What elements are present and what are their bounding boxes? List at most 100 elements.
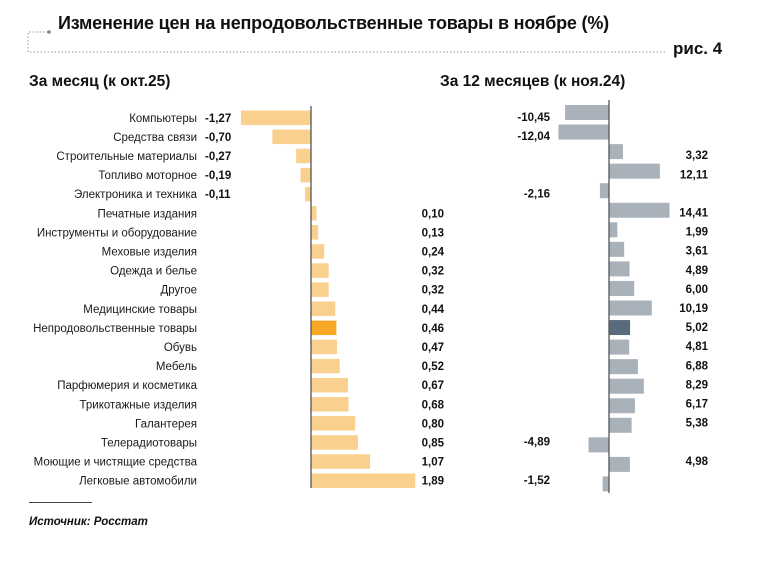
monthly-bar <box>311 454 371 469</box>
source-note: Источник: Росстат <box>29 516 148 528</box>
yearly-value-label: 5,38 <box>686 418 709 430</box>
yearly-bar <box>609 398 635 414</box>
monthly-value-label: 1,07 <box>422 457 444 469</box>
monthly-chart-title: За месяц (к окт.25) <box>29 73 171 90</box>
monthly-bar <box>296 148 311 164</box>
yearly-value-label: 12,11 <box>680 169 709 181</box>
yearly-value-label: 14,41 <box>679 208 708 220</box>
yearly-bar <box>558 124 609 140</box>
monthly-bar <box>311 244 325 259</box>
monthly-category-label: Другое <box>160 285 197 297</box>
monthly-bar <box>304 186 311 202</box>
monthly-bar <box>311 339 337 355</box>
monthly-bar <box>311 435 358 450</box>
monthly-bar <box>300 167 311 183</box>
monthly-category-label: Топливо моторное <box>98 170 197 182</box>
yearly-bar <box>609 261 630 277</box>
yearly-value-label: -1,52 <box>524 475 550 487</box>
yearly-bar <box>609 280 635 296</box>
yearly-value-label: 4,81 <box>686 341 709 353</box>
monthly-category-label: Легковые автомобили <box>79 476 197 488</box>
yearly-value-label: -2,16 <box>524 188 550 200</box>
yearly-value-label: -4,89 <box>524 437 550 449</box>
monthly-value-label: 0,13 <box>422 227 444 239</box>
monthly-value-label: 0,52 <box>422 361 444 373</box>
monthly-bar <box>311 320 337 336</box>
monthly-category-label: Галантерея <box>135 418 197 430</box>
monthly-category-label: Моющие и чистящие средства <box>34 457 198 469</box>
yearly-value-label: 3,32 <box>686 150 708 162</box>
yearly-bar <box>609 417 632 433</box>
monthly-bar <box>311 416 356 431</box>
yearly-bar <box>609 144 623 160</box>
monthly-bar <box>311 397 349 412</box>
monthly-category-label: Печатные издания <box>98 208 197 220</box>
monthly-bar <box>311 358 340 374</box>
monthly-bar <box>311 301 336 316</box>
yearly-value-label: 6,17 <box>686 399 708 411</box>
monthly-chart: Компьютеры -1,27 Средства связи -0,70 Строит… <box>33 106 445 488</box>
monthly-category-label: Электроника и техника <box>74 189 198 201</box>
monthly-category-label: Одежда и белье <box>110 266 197 278</box>
monthly-bar <box>272 129 311 145</box>
monthly-bar <box>240 110 311 125</box>
monthly-category-label: Обувь <box>164 342 197 354</box>
yearly-bar <box>609 339 630 355</box>
yearly-value-label: 4,89 <box>686 265 708 277</box>
monthly-bar <box>311 282 329 297</box>
monthly-value-label: 0,47 <box>422 342 444 354</box>
monthly-bar <box>311 473 416 488</box>
yearly-bar <box>565 105 609 120</box>
yearly-bar <box>609 359 638 375</box>
monthly-category-label: Инструменты и оборудование <box>37 227 197 239</box>
monthly-value-label: 0,44 <box>422 304 445 316</box>
monthly-category-label: Непродовольственные товары <box>33 323 197 335</box>
yearly-chart-title: За 12 месяцев (к ноя.24) <box>440 73 626 90</box>
monthly-category-label: Средства связи <box>113 132 197 144</box>
yearly-value-label: 4,98 <box>686 456 709 468</box>
monthly-value-label: -0,11 <box>205 189 231 201</box>
monthly-value-label: -0,27 <box>205 151 231 163</box>
monthly-value-label: -0,70 <box>205 132 231 144</box>
monthly-value-label: 0,32 <box>422 266 444 278</box>
monthly-value-label: -1,27 <box>205 113 231 125</box>
yearly-value-label: 1,99 <box>686 227 708 239</box>
yearly-bar <box>609 241 625 257</box>
yearly-bar <box>609 300 652 316</box>
yearly-bar <box>609 378 644 394</box>
monthly-value-label: 0,10 <box>422 208 444 220</box>
source-divider <box>29 502 92 503</box>
yearly-bar <box>609 456 630 472</box>
monthly-category-label: Меховые изделия <box>102 246 197 258</box>
monthly-value-label: 0,67 <box>422 380 444 392</box>
yearly-bar <box>599 183 609 199</box>
yearly-bar <box>609 320 631 336</box>
yearly-bar <box>609 222 618 238</box>
monthly-category-label: Мебель <box>156 361 197 373</box>
yearly-value-label: 6,88 <box>686 360 709 372</box>
monthly-value-label: 0,68 <box>422 399 445 411</box>
monthly-category-label: Компьютеры <box>129 113 197 125</box>
monthly-value-label: 0,32 <box>422 285 444 297</box>
monthly-bar <box>311 377 348 393</box>
yearly-value-label: 5,02 <box>686 322 708 334</box>
monthly-bar <box>311 206 317 221</box>
title-bracket <box>27 31 665 53</box>
monthly-value-label: 0,46 <box>422 323 444 335</box>
monthly-value-label: 1,89 <box>422 476 444 488</box>
yearly-value-label: 6,00 <box>686 284 708 296</box>
chart-title: Изменение цен на непродовольственные тов… <box>58 13 609 33</box>
monthly-category-label: Медицинские товары <box>83 304 197 316</box>
monthly-value-label: 0,85 <box>422 437 445 449</box>
yearly-bar <box>588 437 609 453</box>
bracket-dot <box>47 30 51 34</box>
monthly-category-label: Телерадиотовары <box>101 437 197 449</box>
monthly-category-label: Строительные материалы <box>56 151 197 163</box>
monthly-value-label: 0,24 <box>422 246 445 258</box>
figure-label: рис. 4 <box>673 39 723 58</box>
monthly-value-label: -0,19 <box>205 170 231 182</box>
yearly-bar <box>609 202 670 218</box>
monthly-category-label: Трикотажные изделия <box>80 399 197 411</box>
monthly-category-label: Парфюмерия и косметика <box>57 380 197 392</box>
